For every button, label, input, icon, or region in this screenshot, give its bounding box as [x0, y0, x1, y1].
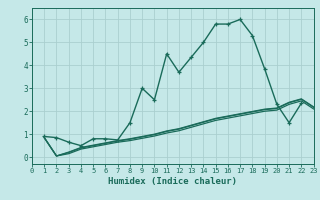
X-axis label: Humidex (Indice chaleur): Humidex (Indice chaleur) [108, 177, 237, 186]
